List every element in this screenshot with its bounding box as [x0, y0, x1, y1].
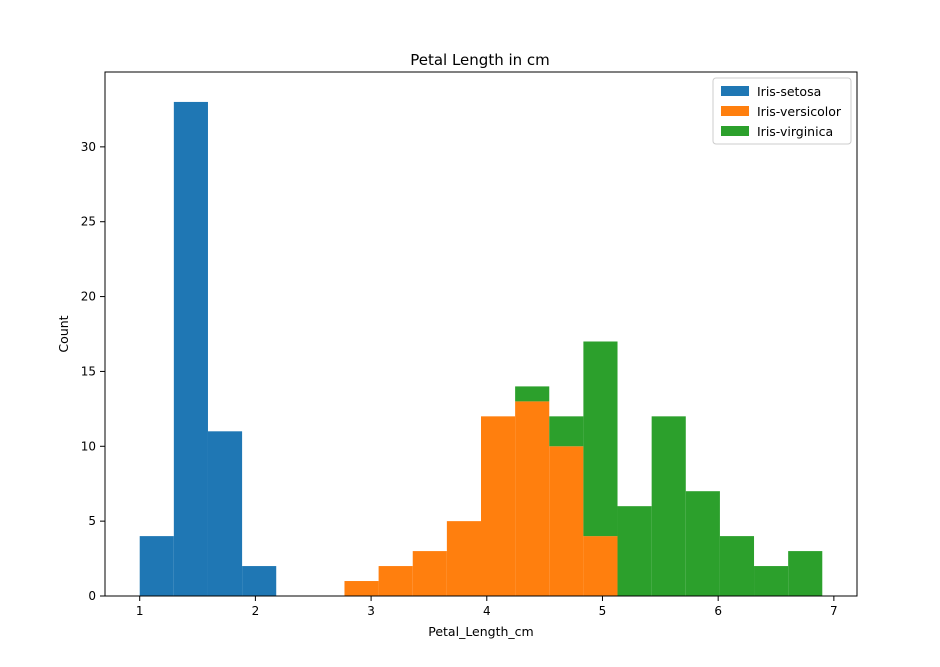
bar-iris-virginica-bin-15 [651, 416, 686, 596]
chart-title: Petal Length in cm [410, 51, 550, 69]
y-axis: 0 5 10 15 20 25 30 [81, 140, 105, 603]
x-tick-label: 1 [136, 604, 144, 618]
legend: Iris-setosa Iris-versicolor Iris-virginica [712, 77, 852, 145]
y-tick-label: 25 [81, 215, 96, 229]
bar-iris-setosa-bin-2 [207, 431, 243, 596]
legend-label: Iris-setosa [757, 84, 821, 99]
legend-swatch [721, 126, 749, 136]
bar-iris-setosa-bin-3 [242, 566, 277, 596]
bar-iris-setosa-bin-1 [173, 101, 208, 596]
bar-iris-virginica-bin-13 [583, 341, 618, 537]
bar-iris-virginica-bin-12 [549, 416, 584, 447]
x-tick-label: 5 [599, 604, 607, 618]
bar-iris-versicolor-bin-13 [583, 536, 618, 596]
x-tick-label: 2 [252, 604, 260, 618]
bar-iris-virginica-bin-18 [754, 566, 789, 596]
bar-iris-versicolor-bin-10 [481, 416, 516, 596]
bar-iris-virginica-bin-11 [515, 386, 550, 402]
x-axis-title: Petal_Length_cm [428, 624, 533, 639]
bar-iris-setosa-bin-0 [139, 536, 174, 596]
bar-iris-virginica-bin-19 [788, 551, 823, 596]
x-tick-label: 4 [483, 604, 491, 618]
bar-iris-virginica-bin-16 [685, 491, 720, 596]
legend-swatch [721, 106, 749, 116]
x-tick-label: 6 [714, 604, 722, 618]
y-tick-label: 0 [88, 589, 96, 603]
bar-iris-virginica-bin-17 [719, 536, 755, 596]
bar-iris-versicolor-bin-7 [378, 566, 413, 596]
x-tick-label: 3 [367, 604, 375, 618]
bar-iris-versicolor-bin-6 [344, 581, 379, 596]
y-tick-label: 30 [81, 140, 96, 154]
bar-iris-versicolor-bin-8 [412, 551, 447, 596]
y-tick-label: 10 [81, 439, 96, 453]
plot-frame [104, 71, 858, 597]
x-tick-label: 7 [830, 604, 838, 618]
y-tick-label: 15 [81, 364, 96, 378]
y-tick-label: 20 [81, 290, 96, 304]
bar-iris-virginica-bin-14 [617, 506, 652, 596]
legend-label: Iris-versicolor [757, 104, 842, 119]
x-axis: 1 2 3 4 5 6 7 [136, 596, 838, 618]
bar-iris-versicolor-bin-11 [515, 401, 550, 596]
y-axis-title: Count [56, 315, 71, 352]
legend-swatch [721, 86, 749, 96]
bar-iris-versicolor-bin-12 [549, 446, 584, 596]
bar-iris-versicolor-bin-9 [446, 521, 481, 596]
bars-layer [139, 101, 823, 596]
legend-label: Iris-virginica [757, 124, 833, 139]
y-tick-label: 5 [88, 514, 96, 528]
